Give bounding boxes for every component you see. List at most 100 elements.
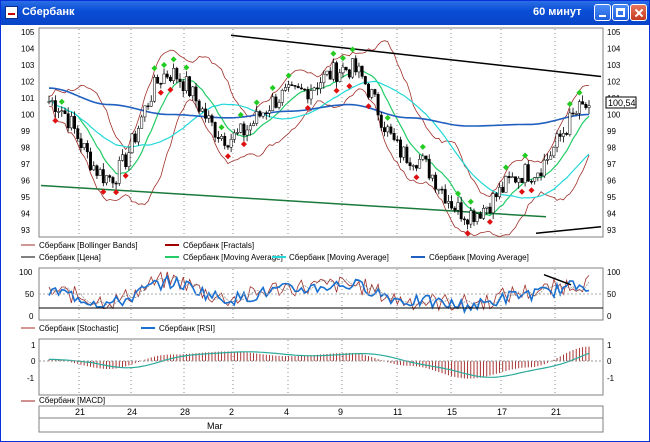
candle-body	[287, 84, 291, 88]
candle-body	[475, 213, 479, 222]
fractal-down-marker	[304, 105, 311, 112]
legend-price: Сбербанк [Цена]	[39, 253, 101, 262]
candle-body	[577, 101, 581, 114]
month-label: Mar	[207, 421, 223, 431]
price-tick-left: 104	[21, 45, 35, 54]
candle-body	[213, 122, 217, 138]
fractal-up-marker	[161, 61, 168, 68]
candle-body	[108, 175, 112, 178]
day-label: 21	[75, 407, 85, 417]
candle-body	[50, 100, 54, 102]
day-label: 24	[127, 407, 137, 417]
candle-body	[552, 146, 556, 157]
candle-body	[210, 115, 214, 123]
fractal-up-marker	[467, 198, 474, 205]
candle-body	[558, 133, 562, 137]
maximize-button[interactable]	[612, 4, 629, 21]
candle-body	[264, 112, 268, 115]
candle-body	[146, 105, 150, 108]
candle-body	[162, 73, 166, 84]
fractal-up-marker	[576, 89, 583, 96]
price-tick-left: 93	[21, 226, 30, 235]
fractal-down-marker	[167, 86, 174, 93]
fractal-up-marker	[183, 64, 190, 71]
price-tick-left: 94	[21, 210, 30, 219]
price-tick-right: 100	[607, 111, 621, 120]
price-tick-right: 105	[607, 28, 621, 37]
fractal-up-marker	[502, 164, 509, 171]
price-tick-left: 105	[21, 28, 35, 37]
macd-tick-left: 1	[31, 341, 36, 350]
fractal-up-marker	[269, 84, 276, 91]
fractal-up-marker	[253, 99, 260, 106]
price-panel[interactable]	[38, 27, 604, 238]
candle-body	[178, 78, 182, 82]
candle-body	[191, 86, 195, 97]
candle-body	[306, 89, 310, 100]
fractal-up-marker	[522, 152, 529, 159]
candle-body	[223, 135, 227, 146]
candle-body	[555, 133, 559, 148]
candle-body	[274, 96, 278, 108]
candle-body	[440, 188, 444, 191]
candle-body	[533, 177, 537, 182]
candle-body	[523, 164, 527, 183]
last-price-label: 100,54	[608, 98, 636, 108]
oscillator-series	[48, 271, 590, 315]
price-tick-right: 94	[607, 210, 616, 219]
candle-body	[197, 100, 201, 112]
candle-body	[411, 165, 415, 167]
candle-body	[488, 206, 492, 214]
candle-body	[299, 87, 303, 90]
candle-body	[571, 112, 575, 115]
candle-body	[325, 70, 329, 75]
candle-body	[194, 86, 198, 102]
candle-body	[280, 90, 284, 103]
candle-body	[328, 70, 332, 80]
close-button[interactable]	[630, 4, 647, 21]
candle-body	[399, 139, 402, 158]
candle-body	[226, 145, 230, 148]
candle-body	[462, 218, 466, 221]
candle-body	[504, 176, 508, 193]
osc-tick-left: 50	[25, 290, 34, 299]
candle-body	[133, 133, 137, 143]
candle-body	[85, 143, 89, 153]
osc-tick-right: 50	[607, 290, 616, 299]
candle-body	[315, 87, 319, 90]
fractal-down-marker	[333, 87, 340, 94]
price-tick-right: 102	[607, 78, 621, 87]
timeframe-label: 60 минут	[533, 6, 582, 18]
candle-body	[469, 210, 473, 225]
fractal-down-marker	[518, 188, 525, 195]
fractal-up-marker	[151, 65, 158, 72]
candle-body	[434, 174, 438, 190]
candle-body	[542, 159, 546, 177]
title-bar[interactable]: Сбербанк 60 минут	[1, 1, 649, 25]
fractal-up-marker	[330, 50, 337, 57]
rsi-trendline	[543, 273, 572, 286]
macd-legend: Сбербанк [MACD]	[21, 396, 105, 405]
price-tick-left: 100	[21, 111, 35, 120]
macd-tick-left: 0	[31, 357, 36, 366]
candle-body	[242, 123, 246, 136]
ma-blue-line	[48, 87, 590, 127]
candle-body	[549, 155, 553, 160]
candle-body	[472, 210, 476, 222]
candle-body	[172, 68, 176, 82]
macd-signal-line	[49, 351, 590, 378]
candle-body	[405, 146, 409, 163]
candle-body	[89, 151, 92, 171]
candle-body	[252, 123, 255, 126]
candle-body	[498, 186, 501, 198]
candle-body	[453, 207, 457, 211]
candle-body	[124, 154, 128, 167]
minimize-button[interactable]	[594, 4, 611, 21]
candle-body	[216, 137, 220, 139]
stochastic-signal-line	[48, 276, 590, 310]
candle-body	[367, 83, 370, 98]
candle-body	[258, 111, 262, 117]
candle-body	[565, 133, 569, 135]
candle-body	[303, 88, 307, 91]
